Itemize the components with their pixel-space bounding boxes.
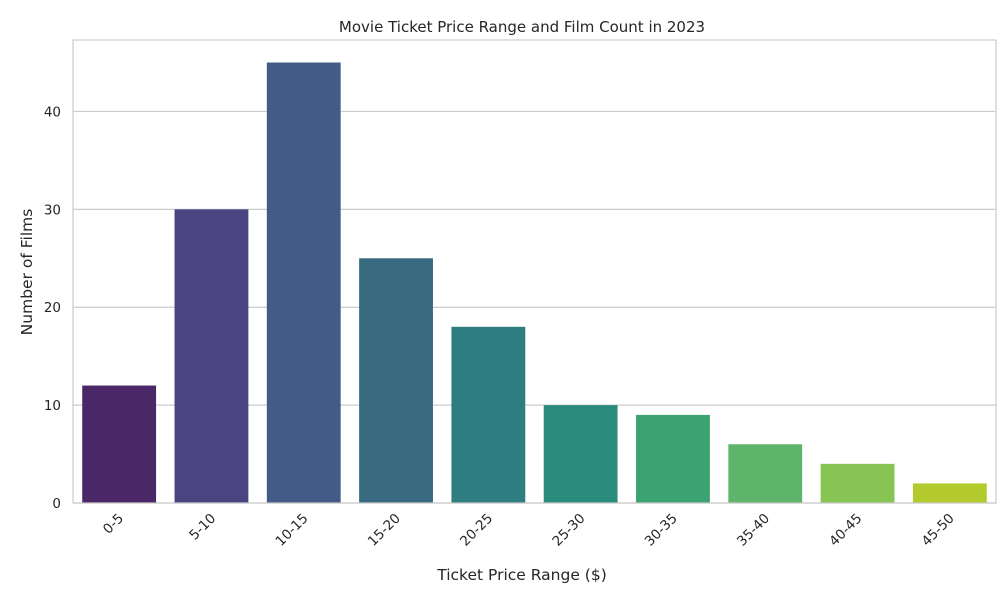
y-tick-label: 30	[44, 202, 61, 218]
x-tick-label: 0-5	[100, 511, 127, 538]
x-tick-label: 25-30	[549, 511, 588, 550]
bar-40-45	[820, 463, 895, 503]
bar-0-5	[82, 385, 157, 503]
x-tick-label: 5-10	[186, 511, 219, 544]
bar-5-10	[174, 209, 249, 503]
x-tick-labels: 0-5 5-10 10-15 15-20 20-25 25-30 30-35 35-40 40-…	[100, 511, 958, 550]
x-tick-label: 15-20	[365, 511, 404, 550]
bar-20-25	[451, 326, 526, 503]
x-tick-label: 35-40	[734, 511, 773, 550]
chart-title: Movie Ticket Price Range and Film Count …	[339, 18, 705, 36]
bar-35-40	[728, 444, 803, 503]
y-axis-label: Number of Films	[18, 209, 36, 336]
plot-frame	[72, 39, 997, 504]
bar-10-15	[266, 62, 341, 504]
y-tick-label: 10	[44, 398, 61, 414]
x-tick-label: 45-50	[919, 511, 958, 550]
x-tick-label: 40-45	[826, 511, 865, 550]
y-tick-label: 40	[44, 104, 61, 120]
x-tick-label: 10-15	[273, 511, 312, 550]
x-tick-label: 20-25	[457, 511, 496, 550]
bar-layer	[82, 62, 987, 504]
bar-15-20	[359, 258, 433, 503]
x-tick-label: 30-35	[642, 511, 681, 550]
bar-25-30	[543, 405, 618, 503]
y-tick-label: 20	[44, 300, 61, 316]
x-axis-label: Ticket Price Range ($)	[436, 566, 607, 584]
bar-30-35	[636, 414, 710, 503]
bar-45-50	[912, 483, 987, 503]
y-tick-labels: 0 10 20 30 40	[44, 104, 61, 512]
y-tick-label: 0	[52, 496, 61, 512]
